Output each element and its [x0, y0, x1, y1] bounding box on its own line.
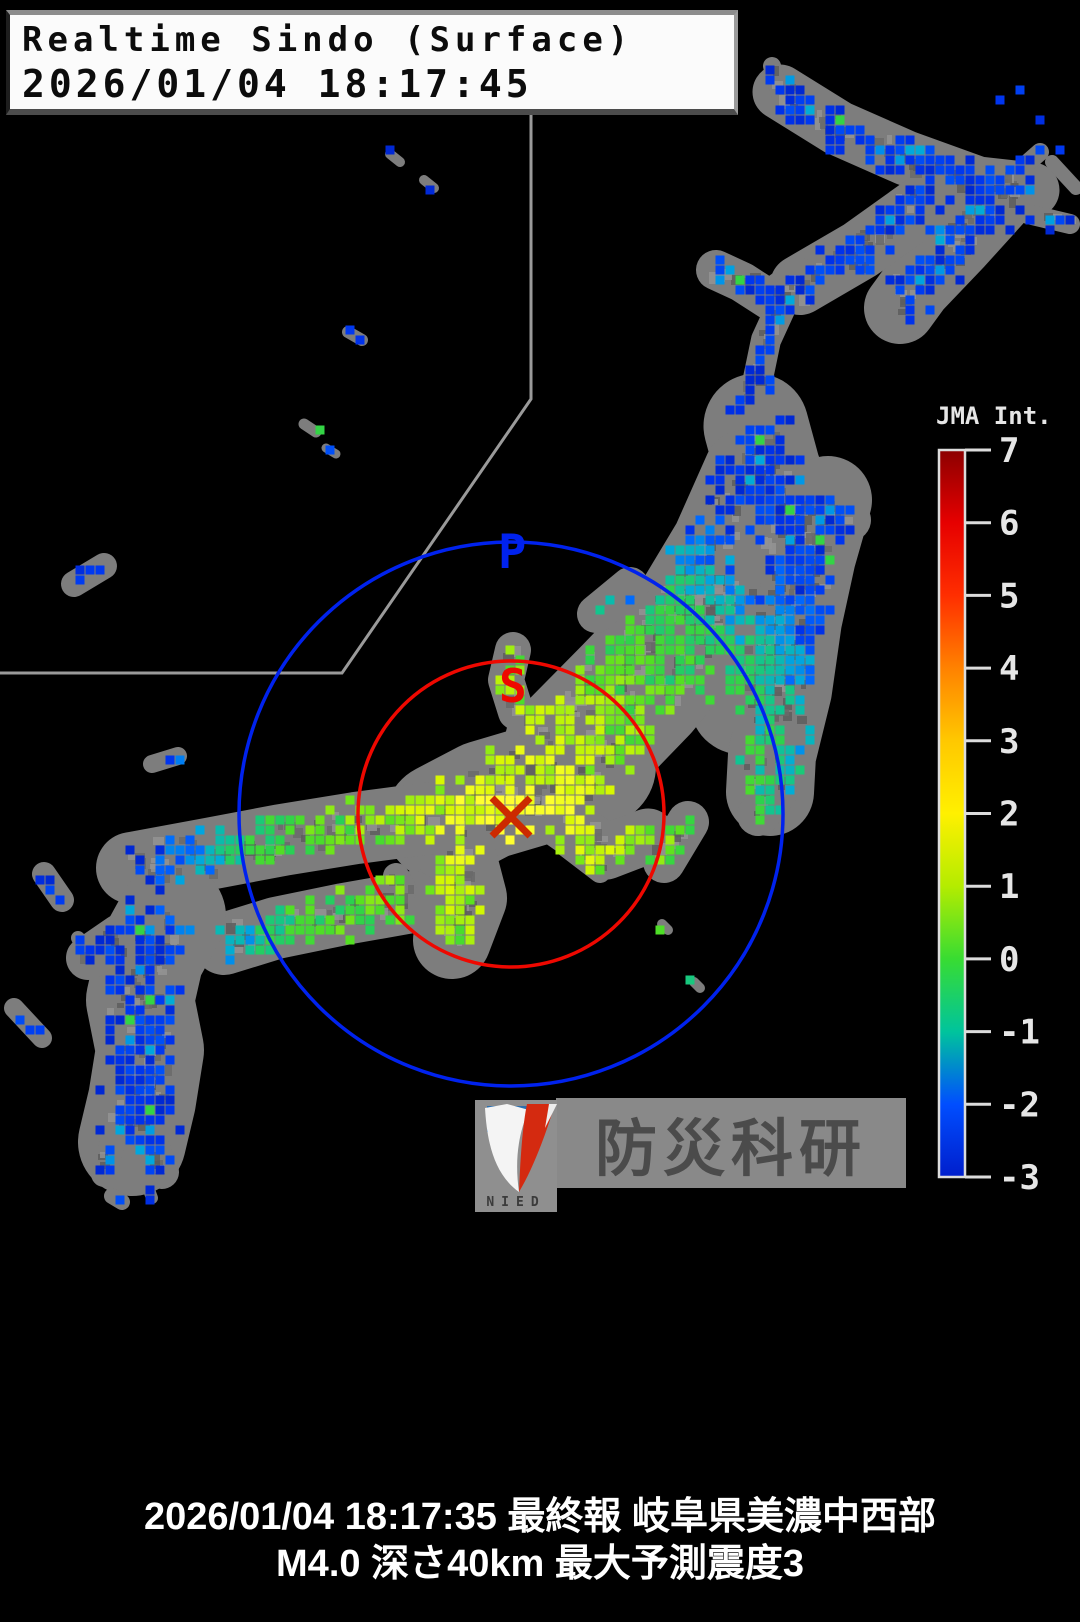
legend-tick-label: 4 [999, 649, 1019, 689]
nied-kanji-wordmark: 防災科研 [594, 1115, 867, 1184]
legend-tick-label: -2 [999, 1085, 1040, 1125]
nied-acronym: NIED [486, 1195, 546, 1210]
legend-colorbar [937, 448, 967, 1179]
nied-logo: NIED [475, 1100, 557, 1212]
nied-logo-mark-icon [485, 1104, 557, 1192]
legend-title: JMA Int. [936, 402, 1052, 430]
legend-tick-label: 1 [999, 867, 1019, 907]
title-box: Realtime Sindo (Surface) 2026/01/04 18:1… [6, 10, 738, 115]
legend-tick-label: -3 [999, 1158, 1040, 1198]
event-summary-line1: 2026/01/04 18:17:35 最終報 岐阜県美濃中西部 [144, 1496, 936, 1538]
p-wave-label: P [498, 525, 526, 580]
legend-tick-label: 5 [999, 576, 1019, 616]
map-clock: 2026/01/04 18:17:45 [22, 62, 533, 106]
event-summary-line2: M4.0 深さ40km 最大予測震度3 [276, 1543, 804, 1585]
event-summary: 2026/01/04 18:17:35 最終報 岐阜県美濃中西部 M4.0 深さ… [0, 1494, 1080, 1588]
legend-tick-label: 6 [999, 504, 1019, 544]
legend-tick-label: 0 [999, 940, 1019, 980]
legend-tick-label: 2 [999, 795, 1019, 835]
legend-tick-label: 7 [999, 431, 1019, 471]
legend-tick-label: -1 [999, 1013, 1040, 1053]
nied-banner: 防災科研 [556, 1098, 906, 1188]
app-title: Realtime Sindo (Surface) [22, 20, 634, 60]
legend-tick-label: 3 [999, 722, 1019, 762]
s-wave-label: S [499, 659, 527, 713]
